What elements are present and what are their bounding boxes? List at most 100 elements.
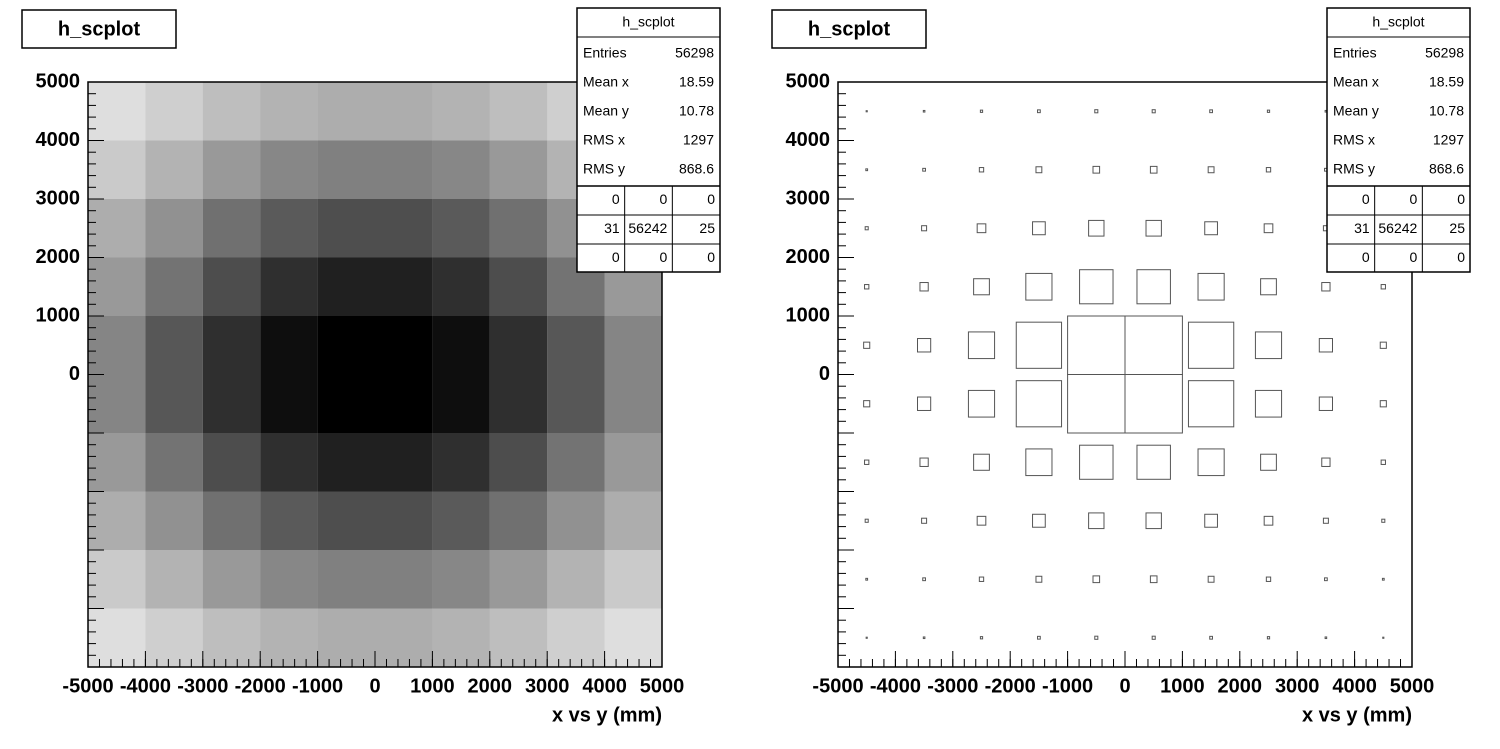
- bin-box: [979, 636, 984, 640]
- bin-cell: [547, 491, 605, 550]
- chart-title: h_scplot: [58, 18, 141, 40]
- stats-value: 18.59: [679, 74, 714, 90]
- bin-cell: [432, 199, 490, 258]
- bin-box: [1318, 338, 1333, 353]
- bin-box: [1318, 396, 1333, 411]
- bin-cell: [317, 608, 375, 667]
- bin-cell: [375, 316, 433, 375]
- stats-label: RMS y: [583, 161, 625, 177]
- bin-cell: [145, 374, 203, 433]
- bin-cell: [375, 199, 433, 258]
- bin-box: [973, 453, 990, 471]
- matrix-value: 0: [660, 191, 668, 207]
- bin-box: [1324, 577, 1328, 582]
- stats-label: RMS x: [1333, 132, 1375, 148]
- bin-box: [1151, 109, 1156, 114]
- bin-cell: [432, 550, 490, 609]
- stats-title: h_scplot: [1372, 14, 1424, 30]
- bin-box: [1254, 331, 1283, 360]
- bin-box: [1025, 448, 1053, 477]
- bin-box: [921, 225, 928, 232]
- bin-box: [967, 331, 996, 360]
- bin-cell: [375, 491, 433, 550]
- bin-box: [1088, 219, 1105, 237]
- stats-label: Mean y: [583, 103, 629, 119]
- bin-cell: [604, 374, 662, 433]
- bin-cell: [145, 82, 203, 141]
- x-tick-label: 0: [369, 675, 380, 697]
- stats-label: Entries: [1333, 45, 1377, 61]
- bin-cell: [604, 433, 662, 492]
- matrix-value: 0: [1362, 249, 1370, 265]
- bin-cell: [88, 257, 146, 316]
- x-axis-title: x vs y (mm): [1302, 704, 1412, 726]
- chart-title: h_scplot: [808, 18, 891, 40]
- bin-box: [863, 341, 871, 349]
- bin-box: [1015, 380, 1063, 428]
- bin-cell: [145, 608, 203, 667]
- bin-cell: [432, 140, 490, 199]
- bin-cell: [88, 140, 146, 199]
- y-tick-label: 5000: [786, 70, 831, 92]
- bin-box: [1088, 512, 1105, 530]
- bin-box: [864, 284, 870, 290]
- bin-cell: [88, 608, 146, 667]
- bin-box: [1207, 575, 1215, 583]
- bin-box: [978, 576, 985, 582]
- bin-cell: [145, 140, 203, 199]
- bin-cell: [317, 491, 375, 550]
- x-tick-label: -5000: [62, 675, 113, 697]
- bin-cell: [432, 257, 490, 316]
- bin-cell: [202, 491, 261, 550]
- bin-cell: [145, 199, 203, 258]
- bin-cell: [88, 491, 146, 550]
- bin-cell: [202, 550, 261, 609]
- stats-label: RMS x: [583, 132, 625, 148]
- stats-box: [576, 7, 721, 273]
- bin-cell: [317, 257, 375, 316]
- bin-box: [1209, 109, 1213, 114]
- bin-cell: [88, 199, 146, 258]
- bin-box: [1207, 166, 1215, 174]
- bin-cell: [432, 608, 490, 667]
- bin-box: [1379, 400, 1387, 408]
- bin-cell: [432, 491, 490, 550]
- stats-box: [1326, 7, 1471, 273]
- bin-box: [1094, 109, 1099, 114]
- bin-cell: [604, 550, 662, 609]
- x-tick-label: 2000: [1218, 675, 1263, 697]
- y-tick-label: 2000: [786, 246, 831, 268]
- bin-box: [1382, 636, 1385, 639]
- bin-cell: [489, 140, 548, 199]
- bin-box: [1037, 635, 1041, 640]
- matrix-value: 0: [1410, 191, 1418, 207]
- bin-box: [1321, 282, 1331, 292]
- bin-cell: [432, 82, 490, 141]
- bin-cell: [88, 374, 146, 433]
- y-tick-label: 4000: [36, 129, 81, 151]
- title-box: [771, 9, 927, 49]
- x-tick-label: 5000: [640, 675, 685, 697]
- bin-cell: [260, 199, 318, 258]
- x-tick-label: -4000: [120, 675, 171, 697]
- x-tick-label: 5000: [1390, 675, 1435, 697]
- bin-cell: [604, 608, 662, 667]
- bin-box: [864, 459, 870, 465]
- bin-box: [1092, 575, 1101, 584]
- bin-cell: [145, 257, 203, 316]
- bin-cell: [260, 316, 318, 375]
- bin-box: [1204, 513, 1218, 528]
- bin-cell: [260, 550, 318, 609]
- bin-box: [1187, 321, 1235, 369]
- x-tick-label: 3000: [525, 675, 570, 697]
- stats-value: 10.78: [679, 103, 714, 119]
- bin-box: [1094, 635, 1099, 640]
- bin-cell: [260, 257, 318, 316]
- bin-box: [979, 109, 984, 113]
- stats-value: 868.6: [1429, 161, 1464, 177]
- bin-cell: [489, 257, 548, 316]
- bin-cell: [375, 82, 433, 141]
- bin-box: [1197, 448, 1225, 477]
- bin-box: [973, 278, 990, 296]
